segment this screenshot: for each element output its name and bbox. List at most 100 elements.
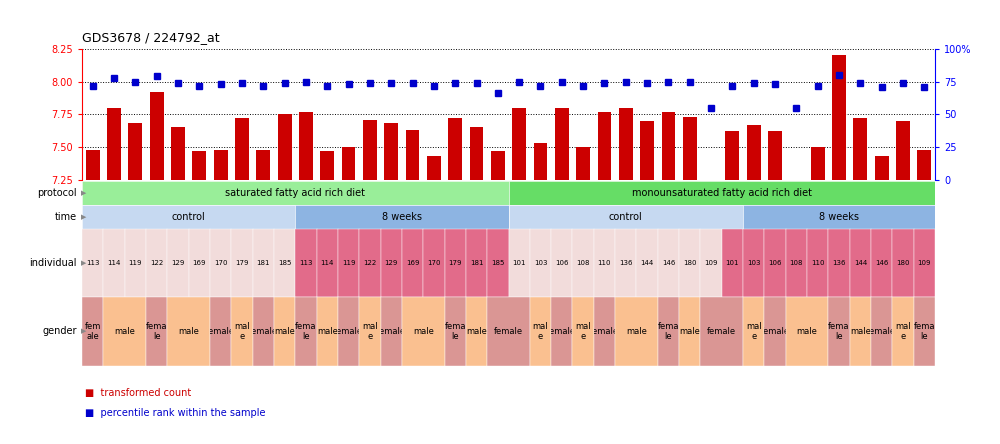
Text: 122: 122: [363, 260, 377, 266]
Bar: [342, 147, 355, 180]
Text: gender: gender: [42, 326, 77, 337]
Text: 110: 110: [811, 260, 824, 266]
Bar: [555, 108, 569, 180]
Bar: [875, 156, 889, 180]
Text: female: female: [707, 327, 736, 336]
Text: 113: 113: [86, 260, 99, 266]
Text: individual: individual: [30, 258, 77, 268]
Bar: [235, 118, 249, 180]
Text: 101: 101: [512, 260, 526, 266]
Text: saturated fatty acid rich diet: saturated fatty acid rich diet: [225, 188, 365, 198]
Text: ■  transformed count: ■ transformed count: [85, 388, 191, 398]
Text: 106: 106: [555, 260, 569, 266]
Text: 114: 114: [107, 260, 121, 266]
Bar: [171, 127, 185, 180]
Bar: [896, 121, 910, 180]
Text: female: female: [494, 327, 523, 336]
Bar: [853, 118, 867, 180]
Text: fema
le: fema le: [146, 322, 167, 341]
Bar: [363, 119, 377, 180]
Bar: [384, 123, 398, 180]
Text: 146: 146: [875, 260, 888, 266]
Text: mal
e: mal e: [234, 322, 250, 341]
Bar: [747, 125, 761, 180]
Text: fema
le: fema le: [295, 322, 317, 341]
Text: time: time: [55, 212, 77, 222]
Bar: [576, 147, 590, 180]
Bar: [448, 118, 462, 180]
Text: 129: 129: [385, 260, 398, 266]
Text: female: female: [377, 327, 406, 336]
Text: control: control: [172, 212, 206, 222]
Text: 103: 103: [534, 260, 547, 266]
Text: 144: 144: [854, 260, 867, 266]
Text: 109: 109: [918, 260, 931, 266]
Bar: [491, 151, 505, 180]
Text: 119: 119: [129, 260, 142, 266]
Bar: [470, 127, 483, 180]
Text: mal
e: mal e: [362, 322, 378, 341]
Text: ▶: ▶: [81, 214, 86, 220]
Text: mal
e: mal e: [533, 322, 548, 341]
Bar: [512, 108, 526, 180]
Text: male: male: [317, 327, 338, 336]
Text: 180: 180: [683, 260, 697, 266]
Text: 185: 185: [491, 260, 505, 266]
Text: fema
le: fema le: [914, 322, 935, 341]
Text: monounsaturated fatty acid rich diet: monounsaturated fatty acid rich diet: [632, 188, 812, 198]
Bar: [299, 112, 313, 180]
Bar: [768, 131, 782, 180]
Text: 8 weeks: 8 weeks: [382, 212, 422, 222]
Text: 185: 185: [278, 260, 291, 266]
Text: 8 weeks: 8 weeks: [819, 212, 859, 222]
Bar: [192, 151, 206, 180]
Text: female: female: [867, 327, 896, 336]
Text: fema
le: fema le: [658, 322, 679, 341]
Text: male: male: [466, 327, 487, 336]
Text: protocol: protocol: [37, 188, 77, 198]
Bar: [150, 92, 164, 180]
Text: ▶: ▶: [81, 190, 86, 196]
Bar: [725, 131, 739, 180]
Text: 101: 101: [726, 260, 739, 266]
Text: female: female: [547, 327, 576, 336]
Text: male: male: [797, 327, 817, 336]
Bar: [917, 150, 931, 180]
Text: 113: 113: [299, 260, 313, 266]
Bar: [320, 151, 334, 180]
Text: female: female: [761, 327, 790, 336]
Text: fem
ale: fem ale: [84, 322, 101, 341]
Text: 170: 170: [427, 260, 441, 266]
Text: fema
le: fema le: [444, 322, 466, 341]
Bar: [789, 180, 803, 199]
Text: fema
le: fema le: [828, 322, 850, 341]
Bar: [598, 112, 611, 180]
Text: female: female: [249, 327, 278, 336]
Text: ■  percentile rank within the sample: ■ percentile rank within the sample: [85, 408, 266, 418]
Text: ▶: ▶: [81, 260, 86, 266]
Text: 144: 144: [640, 260, 654, 266]
Text: control: control: [609, 212, 643, 222]
Text: 110: 110: [598, 260, 611, 266]
Text: 109: 109: [704, 260, 718, 266]
Text: male: male: [413, 327, 434, 336]
Text: 169: 169: [406, 260, 419, 266]
Bar: [128, 123, 142, 180]
Text: 179: 179: [235, 260, 249, 266]
Text: 122: 122: [150, 260, 163, 266]
Bar: [86, 150, 100, 180]
Text: 136: 136: [832, 260, 846, 266]
Bar: [832, 56, 846, 180]
Text: 129: 129: [171, 260, 185, 266]
Text: ▶: ▶: [81, 329, 86, 334]
Text: 108: 108: [576, 260, 590, 266]
Text: male: male: [114, 327, 135, 336]
Text: 108: 108: [790, 260, 803, 266]
Text: mal
e: mal e: [895, 322, 911, 341]
Text: 146: 146: [662, 260, 675, 266]
Text: female: female: [334, 327, 363, 336]
Bar: [256, 150, 270, 180]
Text: male: male: [679, 327, 700, 336]
Text: GDS3678 / 224792_at: GDS3678 / 224792_at: [82, 32, 220, 44]
Text: male: male: [178, 327, 199, 336]
